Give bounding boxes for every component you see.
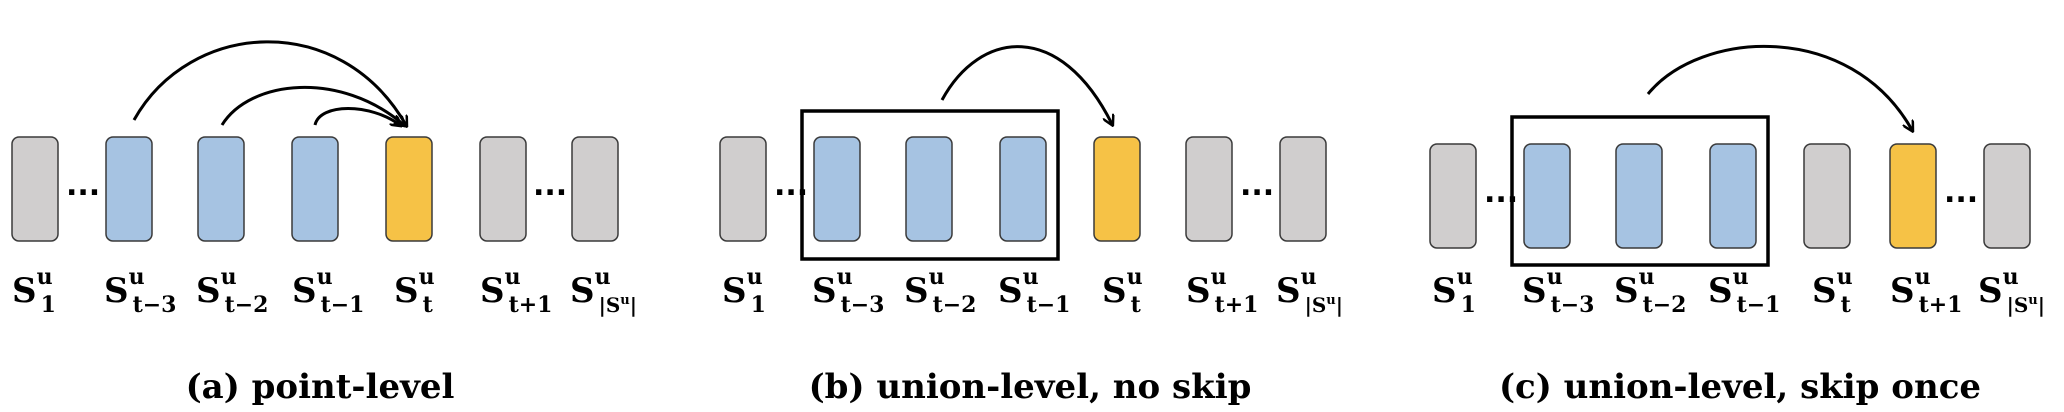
block-b-1 — [719, 136, 767, 242]
union-box-b — [800, 109, 1060, 261]
label-b-5: Su t — [1102, 264, 1143, 318]
label-b-4: Su t−1 — [998, 264, 1070, 318]
label-b-3: Su t−2 — [904, 264, 976, 318]
dependency-arrow-a-2 — [220, 86, 404, 125]
block-c-6 — [1889, 143, 1937, 249]
caption-c: (c) union-level, skip once — [1499, 367, 1981, 407]
block-b-2 — [813, 136, 861, 242]
block-a-6 — [479, 136, 527, 242]
ellipsis-a-2: ... — [533, 168, 567, 203]
block-a-1 — [11, 136, 59, 242]
label-a-4: Su t−1 — [292, 264, 364, 318]
label-b-6: Su t+1 — [1186, 264, 1258, 318]
block-c-2 — [1523, 143, 1571, 249]
label-a-2: Su t−3 — [104, 264, 176, 318]
ellipsis-c-2: ... — [1944, 175, 1978, 210]
label-a-7: Su |Su| — [570, 264, 637, 317]
label-c-4: Su t−1 — [1708, 264, 1780, 318]
label-c-5: Su t — [1812, 264, 1853, 318]
label-b-7: Su |Su| — [1276, 264, 1343, 317]
block-c-7 — [1983, 143, 2031, 249]
block-b-5 — [1093, 136, 1141, 242]
label-b-2: Su t−3 — [812, 264, 884, 318]
block-c-4 — [1709, 143, 1757, 249]
label-b-1: Su 1 — [722, 264, 766, 318]
panel-c: ... ... Su 1 Su t−3 Su t−2 Su t−1 Su t Su t+1 … — [1429, 44, 2045, 407]
block-b-3 — [905, 136, 953, 242]
panel-b: ... ... Su 1 Su t−3 Su t−2 Su t−1 Su t Su t+1 … — [719, 45, 1343, 407]
union-box-c — [1510, 115, 1770, 267]
block-c-3 — [1615, 143, 1663, 249]
label-a-6: Su t+1 — [480, 264, 552, 318]
block-c-1 — [1429, 143, 1477, 249]
block-a-3 — [197, 136, 245, 242]
block-b-4 — [999, 136, 1047, 242]
dependency-arrow-b — [940, 45, 1112, 124]
block-a-7 — [571, 136, 619, 242]
caption-b: (b) union-level, no skip — [809, 367, 1252, 407]
label-a-3: Su t−2 — [196, 264, 268, 318]
label-c-6: Su t+1 — [1890, 264, 1962, 318]
block-a-2 — [105, 136, 153, 242]
label-a-1: Su 1 — [12, 264, 56, 318]
label-a-5: Su t — [394, 264, 435, 318]
label-c-3: Su t−2 — [1614, 264, 1686, 318]
dependency-arrow-a-3 — [313, 107, 400, 126]
panel-a: ... ... Su 1 Su t−3 Su t−2 Su t−1 Su t Su t+1 … — [11, 40, 637, 407]
block-a-4 — [291, 136, 339, 242]
block-c-5 — [1803, 143, 1851, 249]
label-c-1: Su 1 — [1432, 264, 1476, 318]
ellipsis-a-1: ... — [66, 168, 100, 203]
block-b-6 — [1185, 136, 1233, 242]
dependency-arrow-c — [1646, 44, 1912, 130]
caption-a: (a) point-level — [186, 367, 455, 407]
dependency-arrow-a-1 — [132, 40, 406, 125]
label-c-7: Su |Su| — [1978, 264, 2045, 317]
label-c-2: Su t−3 — [1522, 264, 1594, 318]
block-b-7 — [1279, 136, 1327, 242]
block-a-5 — [385, 136, 433, 242]
ellipsis-b-2: ... — [1240, 168, 1274, 203]
